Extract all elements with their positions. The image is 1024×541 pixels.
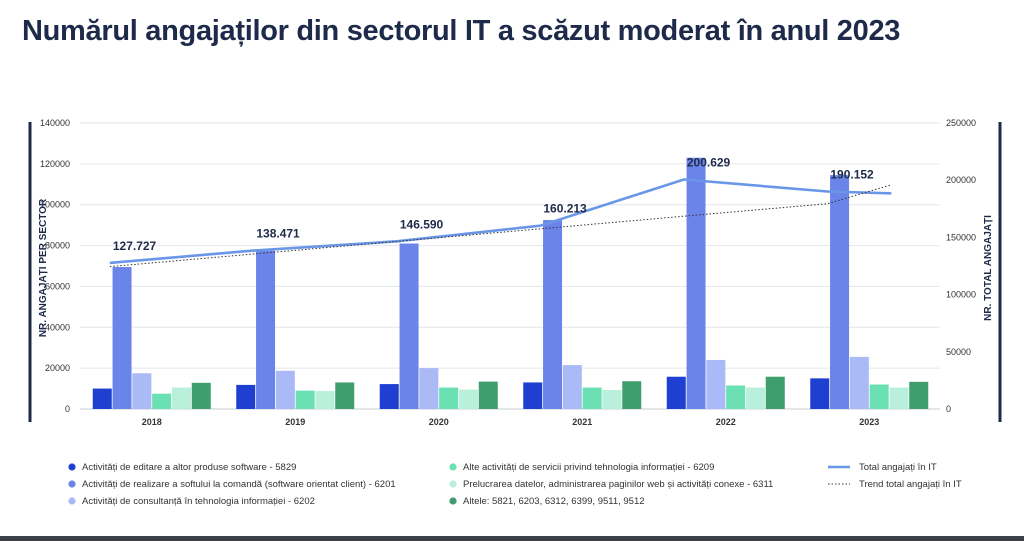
right-axis-title: NR. TOTAL ANGAJAȚI: [983, 215, 994, 321]
legend-label: Activități de consultanță în tehnologia …: [82, 496, 315, 507]
bar: [315, 391, 335, 409]
data-label: 127.727: [113, 239, 157, 253]
bar: [171, 387, 191, 409]
legend-label: Trend total angajați în IT: [859, 479, 962, 490]
x-tick-label: 2019: [285, 417, 305, 427]
left-tick-label: 100000: [40, 200, 70, 210]
bar: [236, 384, 256, 409]
bar: [745, 387, 765, 409]
legend-label: Alte activități de servicii privind tehn…: [463, 462, 714, 473]
gridlines: [80, 122, 940, 410]
data-label: 160.213: [543, 202, 587, 216]
legend-label: Activități de editare a altor produse so…: [82, 462, 296, 473]
left-axis-title: NR. ANGAJAȚI PER SECTOR: [38, 198, 49, 337]
bar: [869, 384, 889, 409]
bar: [523, 382, 543, 409]
bar: [439, 387, 459, 409]
data-label: 200.629: [687, 155, 731, 169]
legend-label: Activități de realizare a softului la co…: [82, 479, 396, 490]
bar: [295, 390, 315, 409]
lines: [109, 178, 892, 268]
right-tick-label: 200000: [946, 175, 976, 185]
legend-swatch: [68, 480, 76, 488]
bar: [909, 381, 929, 409]
right-tick-label: 50000: [946, 347, 971, 357]
legend-swatch: [68, 497, 76, 505]
bar: [335, 382, 355, 409]
legend-label: Prelucrarea datelor, administrarea pagin…: [463, 479, 773, 490]
bar: [399, 243, 419, 409]
bar: [562, 365, 582, 409]
bars: [92, 157, 929, 409]
bar: [543, 220, 563, 409]
data-label: 190.152: [830, 167, 874, 181]
left-tick-label: 20000: [45, 363, 70, 373]
bar: [191, 382, 211, 409]
x-tick-label: 2022: [716, 417, 736, 427]
bar: [419, 368, 439, 409]
bar: [132, 373, 152, 409]
bar: [889, 387, 909, 409]
x-tick-label: 2018: [142, 417, 162, 427]
right-tick-label: 100000: [946, 290, 976, 300]
bar: [112, 267, 132, 409]
left-tick-label: 0: [65, 404, 70, 414]
x-tick-label: 2023: [859, 417, 879, 427]
bar: [92, 388, 112, 409]
legend-label: Altele: 5821, 6203, 6312, 6399, 9511, 95…: [463, 496, 645, 507]
data-label: 146.590: [400, 217, 444, 231]
bar: [686, 157, 706, 409]
left-tick-label: 120000: [40, 159, 70, 169]
bar: [622, 381, 642, 409]
labels: 2018 2019 2020 2021 2022 2023 127.727 138.471 14…: [113, 155, 879, 427]
bar: [582, 387, 602, 409]
bar: [666, 376, 686, 409]
bar: [379, 384, 399, 409]
left-tick-label: 140000: [40, 118, 70, 128]
right-tick-label: 0: [946, 404, 951, 414]
legend-swatch: [449, 497, 457, 505]
bar: [275, 370, 295, 409]
legend-swatch: [449, 463, 457, 471]
x-tick-label: 2020: [429, 417, 449, 427]
legend: Activități de editare a altor produse so…: [68, 462, 962, 507]
left-tick-label: 40000: [45, 322, 70, 332]
bar: [706, 359, 726, 409]
bottom-strip: [0, 536, 1024, 541]
legend-swatch: [449, 480, 457, 488]
bar: [478, 381, 498, 409]
left-tick-label: 60000: [45, 281, 70, 291]
bar: [765, 376, 785, 409]
bar: [602, 390, 622, 409]
bar: [810, 378, 830, 409]
legend-label: Total angajați în IT: [859, 462, 937, 473]
trend-line: [109, 184, 892, 268]
left-tick-label: 80000: [45, 241, 70, 251]
bar: [152, 393, 172, 409]
bar: [256, 250, 276, 409]
bar: [458, 389, 478, 409]
bar: [849, 356, 869, 409]
bar: [830, 175, 850, 409]
right-tick-label: 250000: [946, 118, 976, 128]
legend-swatch: [68, 463, 76, 471]
x-tick-label: 2021: [572, 417, 592, 427]
bar: [726, 385, 746, 409]
axes: 0 20000 40000 60000 80000 100000 120000 140000 0…: [28, 118, 1002, 422]
data-label: 138.471: [256, 227, 300, 241]
total-line: [109, 178, 892, 265]
page-title: Numărul angajaților din sectorul IT a sc…: [22, 15, 901, 47]
right-tick-label: 150000: [946, 232, 976, 242]
